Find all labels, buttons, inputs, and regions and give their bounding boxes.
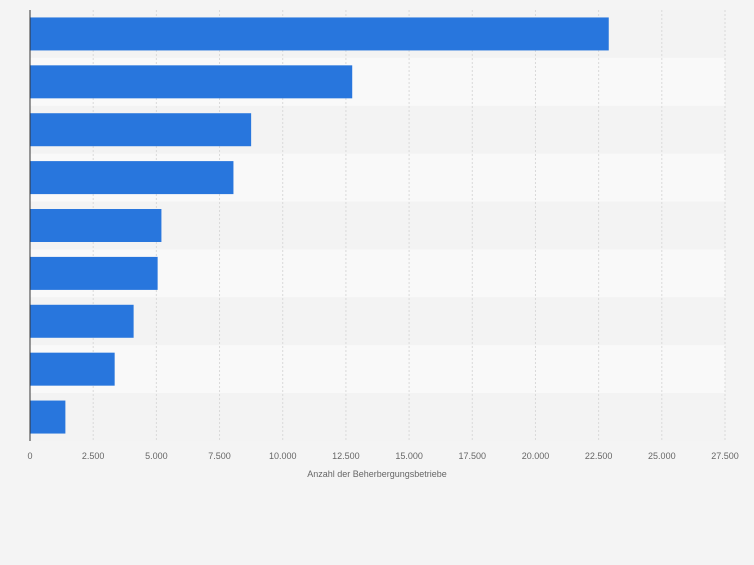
bar bbox=[30, 161, 234, 195]
row-band bbox=[30, 297, 725, 346]
x-tick-label: 5.000 bbox=[145, 451, 168, 461]
x-tick-label: 15.000 bbox=[395, 451, 423, 461]
x-tick-label: 25.000 bbox=[648, 451, 676, 461]
x-tick-label: 22.500 bbox=[585, 451, 613, 461]
x-tick-label: 12.500 bbox=[332, 451, 360, 461]
x-axis-title: Anzahl der Beherbergungsbetriebe bbox=[307, 469, 447, 479]
x-tick-label: 2.500 bbox=[82, 451, 105, 461]
x-tick-label: 7.500 bbox=[208, 451, 231, 461]
x-tick-label: 20.000 bbox=[522, 451, 550, 461]
bar bbox=[30, 352, 115, 386]
x-tick-label: 17.500 bbox=[459, 451, 487, 461]
bar bbox=[30, 400, 66, 434]
x-tick-label: 10.000 bbox=[269, 451, 297, 461]
x-tick-label: 0 bbox=[27, 451, 32, 461]
bar bbox=[30, 209, 162, 242]
bar bbox=[30, 113, 252, 147]
row-band bbox=[30, 345, 725, 394]
bar bbox=[30, 17, 609, 51]
x-tick-labels: 0 2.500 5.000 7.500 10.000 12.500 15.000 17.500… bbox=[27, 451, 738, 461]
bar bbox=[30, 256, 158, 290]
x-tick-label: 27.500 bbox=[711, 451, 739, 461]
bars bbox=[30, 17, 609, 434]
row-band bbox=[30, 393, 725, 441]
bar bbox=[30, 304, 134, 338]
bar bbox=[30, 65, 353, 99]
